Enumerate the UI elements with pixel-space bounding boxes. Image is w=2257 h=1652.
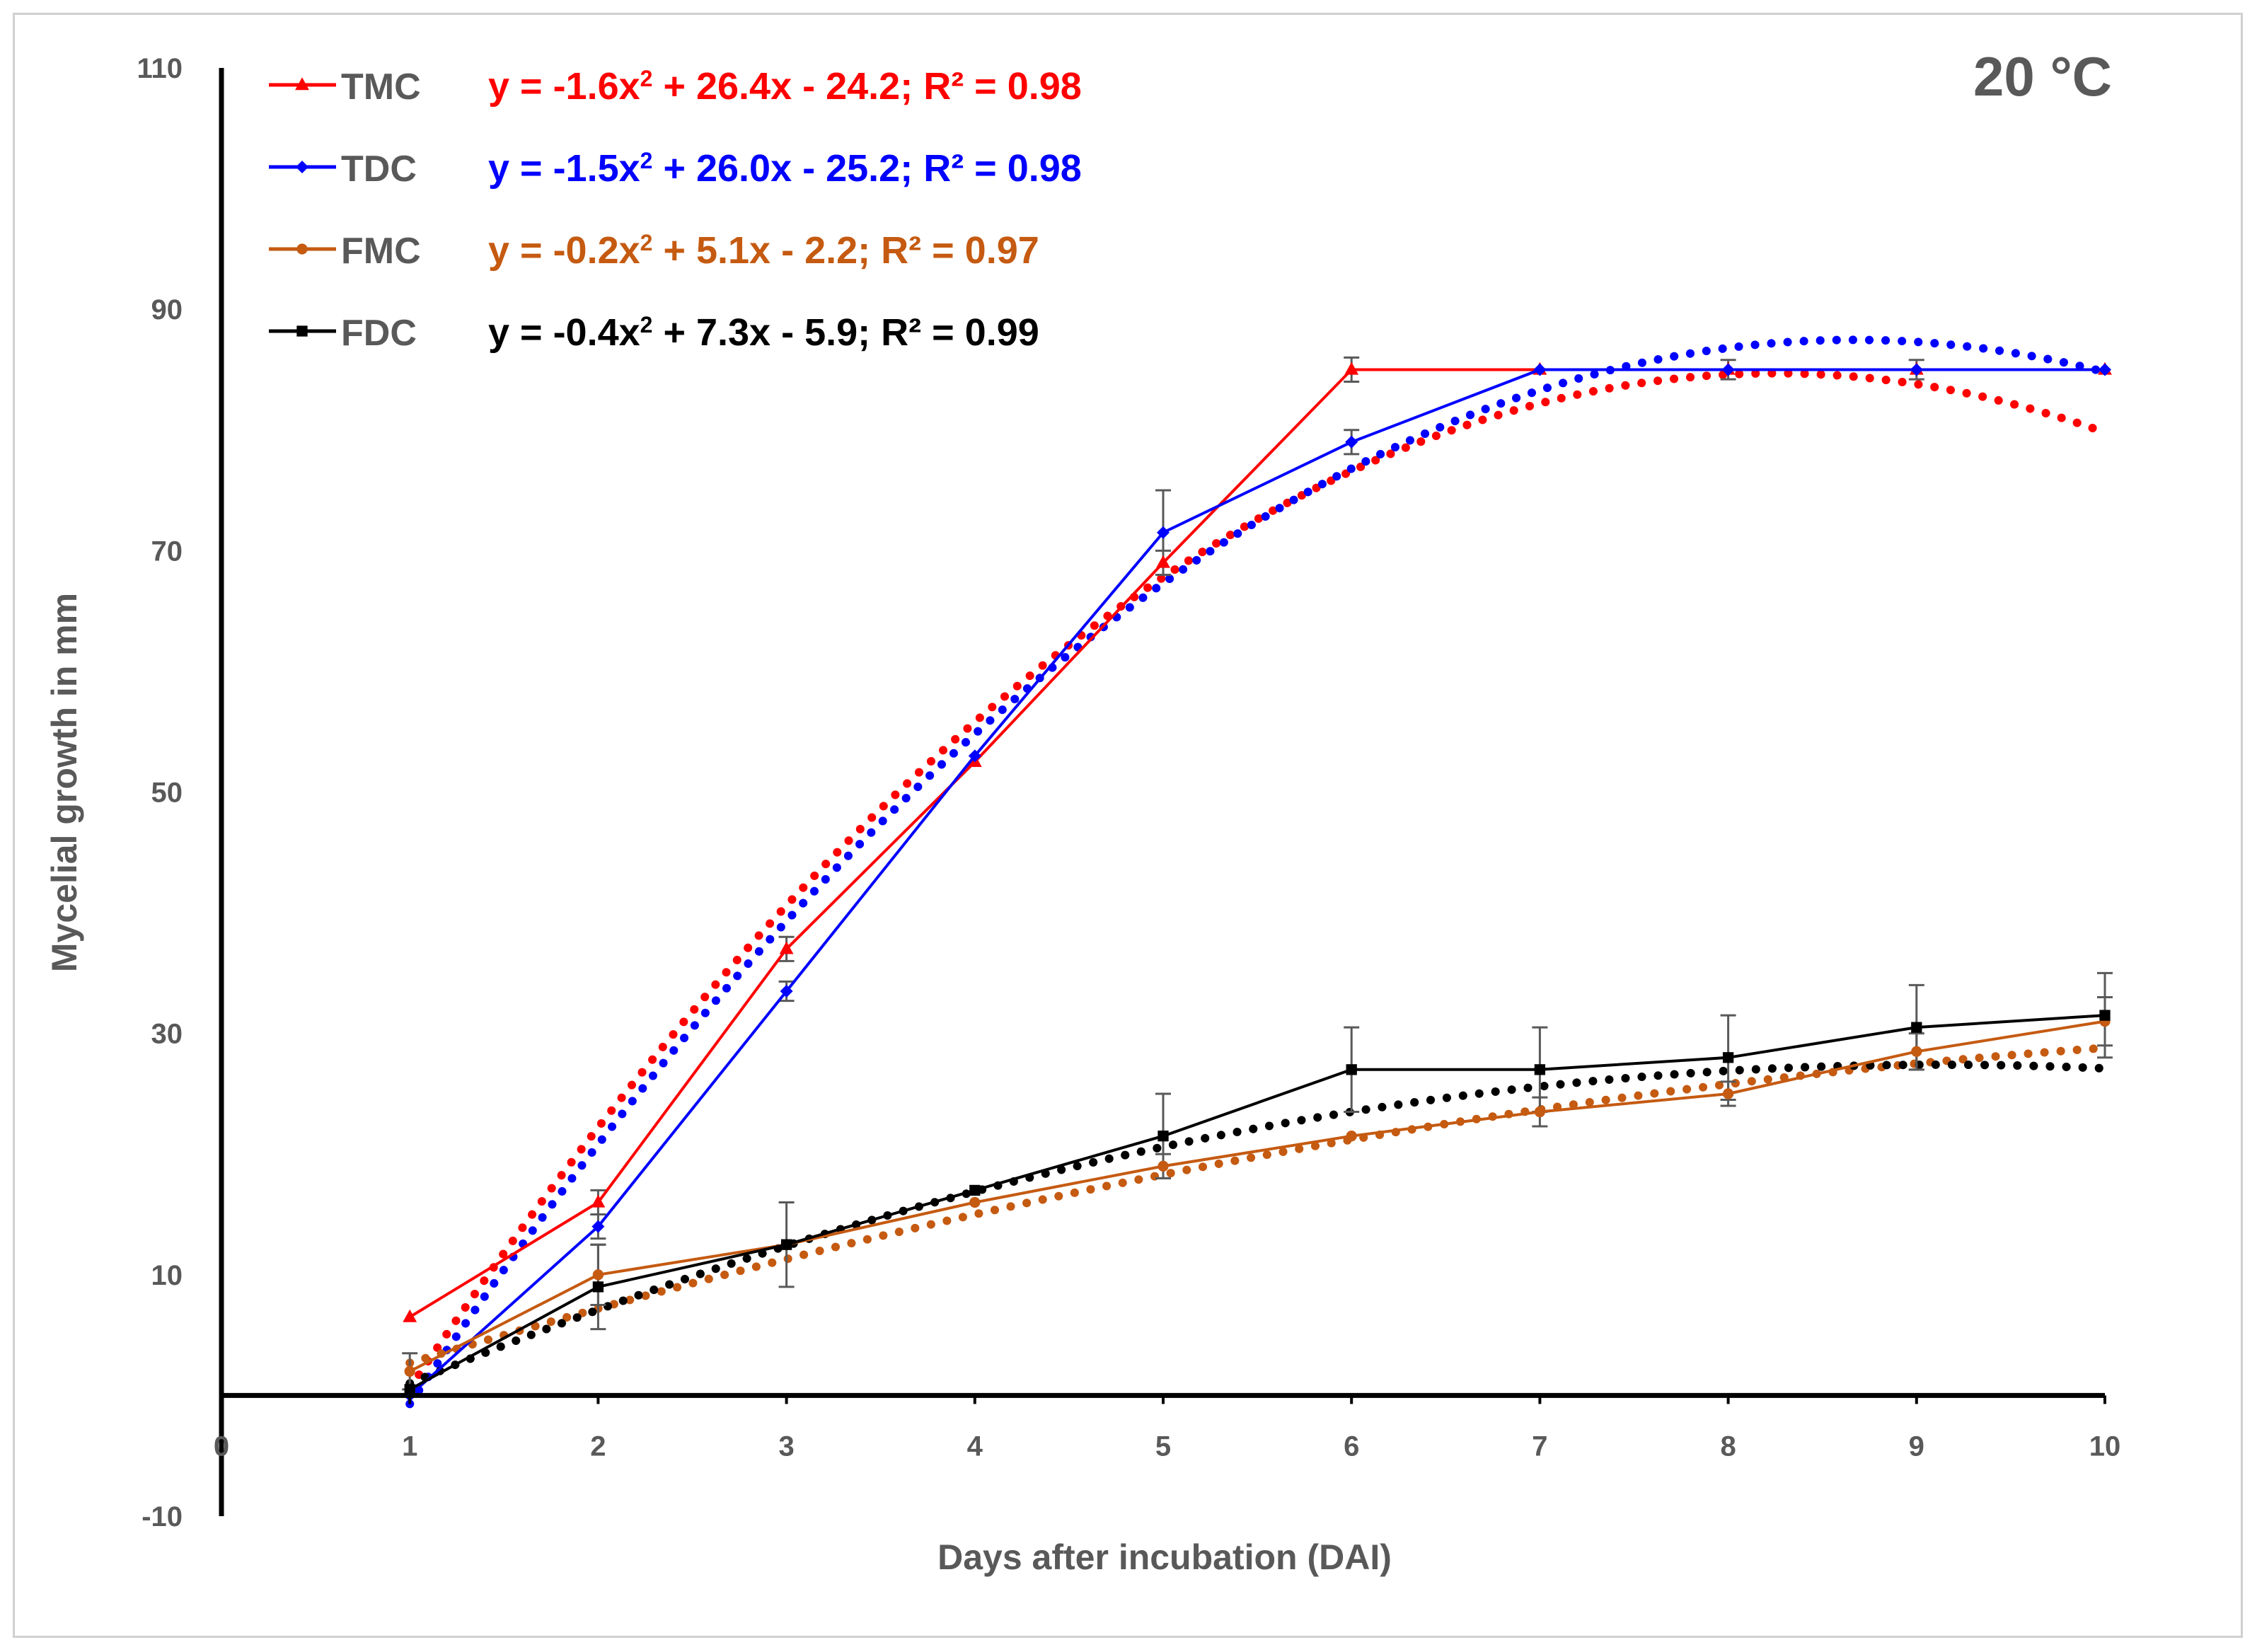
trendline-fdc [405,1060,2109,1388]
trendline-equation: y = -0.2x2 + 5.1x - 2.2; R² = 0.97 [488,229,1039,272]
data-point-tdc [1533,363,1547,376]
y-tick-label: 90 [151,294,183,325]
legend-label: TMC [341,67,421,108]
x-tick-label: 5 [1155,1431,1171,1462]
legend-marker [296,243,308,255]
trendlines [405,335,2109,1409]
data-point-tdc [780,984,793,998]
legend: TMC y = -1.6x2 + 26.4x - 24.2; R² = 0.98T… [269,65,1082,354]
data-point-fdc [2099,1010,2111,1021]
trendline-tdc [405,335,2109,1409]
x-tick-label: 8 [1720,1431,1736,1462]
series-line-fdc [409,1014,2106,1391]
data-point-tdc [1157,526,1170,539]
y-tick-label: 30 [151,1019,183,1050]
legend-label: TDC [341,149,417,190]
data-point-fmc [969,1196,981,1208]
chart-frame [13,13,2243,1638]
data-point-fmc [592,1269,604,1281]
x-tick-label: 6 [1344,1431,1359,1462]
data-point-fdc [404,1384,415,1395]
data-point-fmc [1158,1160,1169,1172]
series-line-tdc [408,368,2105,1397]
series-tmc [403,362,2112,1322]
legend-label: FDC [341,313,417,354]
x-tick-label: 4 [967,1431,983,1462]
series-fmc [404,1015,2111,1377]
data-point-fmc [1346,1131,1357,1142]
trendline-tmc [405,369,2109,1393]
x-tick-label: 9 [1909,1431,1924,1462]
y-tick-label: -10 [142,1501,183,1532]
legend-item-fmc: FMC y = -0.2x2 + 5.1x - 2.2; R² = 0.97 [269,229,1039,272]
data-series [403,362,2112,1402]
trendline-fmc [405,1044,2109,1368]
series-tdc [403,363,2111,1402]
data-point-fmc [1722,1088,1734,1099]
x-tick-label: 0 [214,1431,229,1462]
data-point-fdc [1911,1022,1922,1033]
trendline-equation: y = -1.5x2 + 26.0x - 25.2; R² = 0.98 [488,147,1082,190]
data-point-fmc [1534,1106,1546,1118]
data-point-fdc [1346,1064,1357,1075]
data-point-tmc [1344,362,1359,375]
legend-item-fdc: FDC y = -0.4x2 + 7.3x - 5.9; R² = 0.99 [269,311,1039,354]
legend-label: FMC [341,231,421,272]
x-tick-label: 7 [1532,1431,1547,1462]
trendline-equation: y = -1.6x2 + 26.4x - 24.2; R² = 0.98 [488,65,1082,108]
data-point-tmc [779,941,794,954]
data-point-fmc [1911,1046,1922,1057]
data-point-tmc [403,1309,417,1322]
data-point-fdc [969,1184,981,1196]
x-tick-label: 3 [778,1431,794,1462]
data-point-tdc [591,1220,605,1233]
data-point-tdc [2099,363,2111,376]
series-line-fmc [409,1019,2106,1373]
x-tick-label: 1 [402,1431,417,1462]
legend-marker [296,325,308,337]
legend-marker [296,161,308,173]
data-point-tmc [1156,555,1170,568]
data-point-fdc [592,1281,604,1293]
y-tick-label: 70 [151,536,183,567]
y-axis-title: Mycelial growth in mm [45,593,84,972]
data-point-fdc [1158,1131,1169,1142]
y-tick-label: 10 [151,1260,183,1291]
x-tick-label: 10 [2089,1431,2121,1462]
error-bars [402,356,2113,1391]
y-tick-label: 110 [137,53,183,84]
data-point-tdc [1721,363,1735,376]
data-point-tmc [591,1194,606,1208]
trendline-equation: y = -0.4x2 + 7.3x - 5.9; R² = 0.99 [488,311,1039,354]
temperature-label: 20 °C [1973,45,2112,108]
x-axis-title: Days after incubation (DAI) [937,1537,1392,1577]
data-point-tdc [968,749,981,763]
series-fdc [404,1010,2111,1395]
legend-marker [295,77,309,91]
legend-item-tmc: TMC y = -1.6x2 + 26.4x - 24.2; R² = 0.98 [269,65,1082,108]
data-point-fmc [404,1365,415,1377]
x-tick-label: 2 [590,1431,606,1462]
data-point-fdc [1722,1052,1734,1063]
legend-item-tdc: TDC y = -1.5x2 + 26.0x - 25.2; R² = 0.98 [269,147,1082,190]
series-line-tmc [409,368,2105,1319]
data-point-fdc [780,1239,792,1250]
data-point-tdc [1910,363,1923,376]
axes: 0 1 2 3 4 5 6 7 8 9 10 -10 10 30 50 70 90 110 [137,53,2120,1532]
data-point-fdc [1534,1064,1546,1075]
data-point-tdc [1345,435,1358,449]
y-tick-label: 50 [151,778,183,809]
